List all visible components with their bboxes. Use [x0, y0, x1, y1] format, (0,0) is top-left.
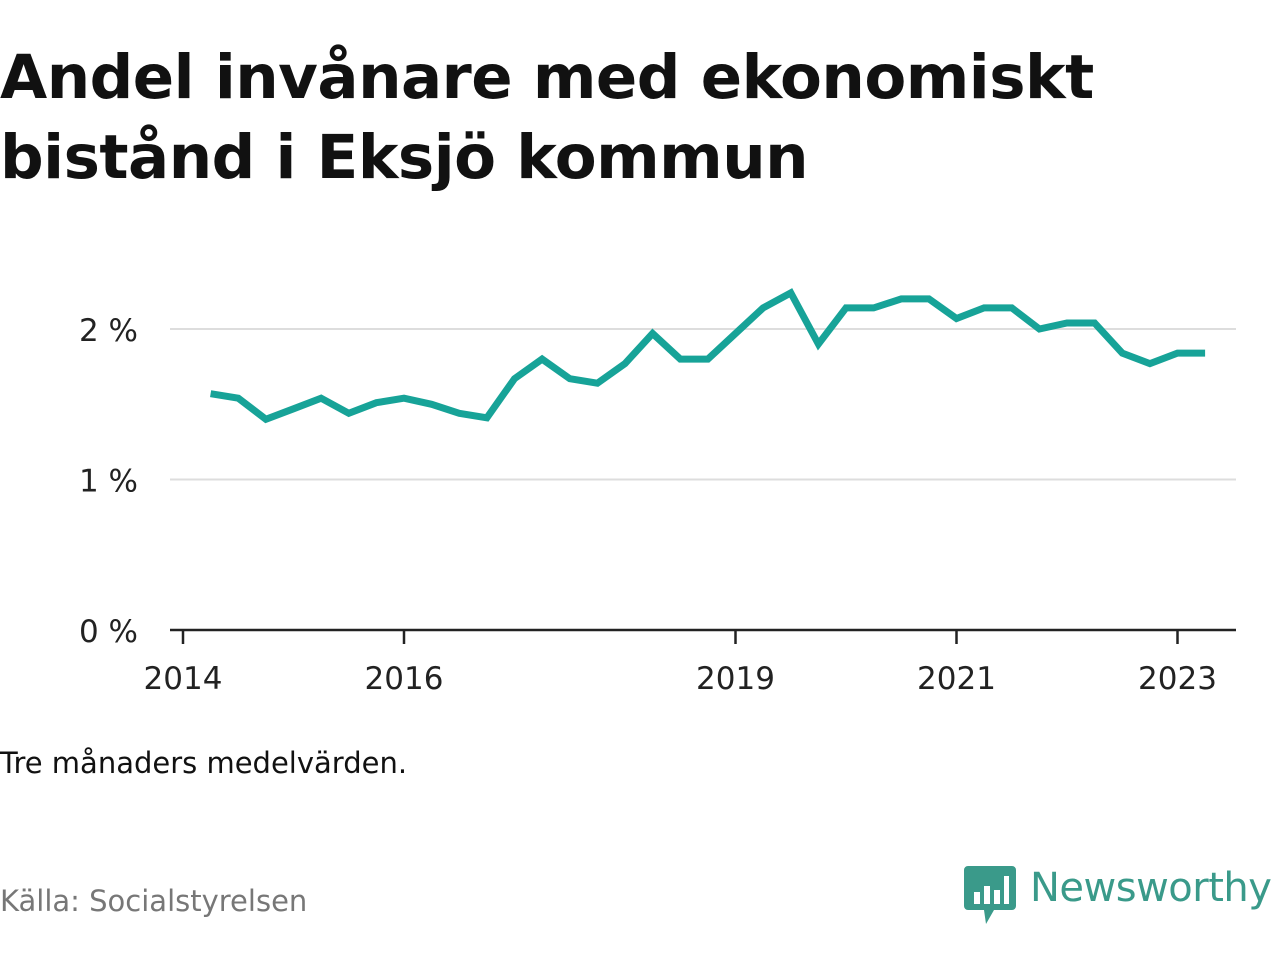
x-tick-label: 2014: [144, 661, 223, 697]
y-tick-label: 2 %: [79, 313, 138, 349]
x-tick-label: 2021: [917, 661, 996, 697]
x-axis: 2014 2016 2019 2021 2023: [144, 630, 1217, 697]
gridlines: [170, 328, 1236, 481]
y-tick-label: 0 %: [79, 614, 138, 650]
y-axis-tick-labels: 0 % 1 % 2 %: [79, 313, 138, 650]
y-tick-label: 1 %: [79, 464, 138, 500]
x-tick-label: 2016: [365, 661, 444, 697]
x-tick-label: 2023: [1138, 661, 1217, 697]
bar-chart-speech-bubble-icon: [964, 866, 1016, 924]
newsworthy-logo: Newsworthy: [964, 864, 1280, 924]
x-tick-label: 2019: [696, 661, 775, 697]
chart-title: Andel invånare med ekonomiskt bistånd i …: [0, 42, 1094, 193]
brand-name: Newsworthy: [1030, 865, 1272, 911]
series-line-path: [210, 288, 1206, 424]
chart-note: Tre månaders medelvärden.: [0, 746, 408, 780]
source-credit: Källa: Socialstyrelsen: [0, 884, 308, 918]
series-line: [210, 288, 1206, 424]
